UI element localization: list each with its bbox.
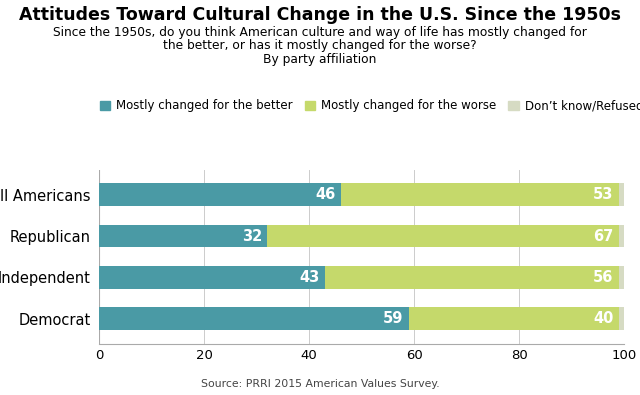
Bar — [99, 225, 267, 247]
Legend: Mostly changed for the better, Mostly changed for the worse, Don’t know/Refused: Mostly changed for the better, Mostly ch… — [100, 99, 640, 112]
Text: 46: 46 — [315, 187, 335, 202]
Text: 32: 32 — [242, 229, 262, 244]
Bar — [619, 225, 624, 247]
Text: Attitudes Toward Cultural Change in the U.S. Since the 1950s: Attitudes Toward Cultural Change in the … — [19, 6, 621, 24]
Text: 59: 59 — [383, 311, 404, 326]
Text: Since the 1950s, do you think American culture and way of life has mostly change: Since the 1950s, do you think American c… — [53, 26, 587, 39]
Text: Source: PRRI 2015 American Values Survey.: Source: PRRI 2015 American Values Survey… — [201, 379, 439, 389]
Bar — [99, 183, 340, 206]
Bar — [340, 183, 619, 206]
Bar — [325, 266, 619, 289]
Text: 67: 67 — [593, 229, 614, 244]
Text: 43: 43 — [300, 270, 319, 285]
Text: 56: 56 — [593, 270, 614, 285]
Bar — [99, 266, 325, 289]
Bar — [619, 266, 624, 289]
Text: 40: 40 — [593, 311, 614, 326]
Text: By party affiliation: By party affiliation — [263, 53, 377, 66]
Bar — [619, 307, 624, 330]
Bar — [267, 225, 619, 247]
Text: the better, or has it mostly changed for the worse?: the better, or has it mostly changed for… — [163, 40, 477, 53]
Bar — [619, 183, 624, 206]
Text: 53: 53 — [593, 187, 614, 202]
Bar — [409, 307, 619, 330]
Bar — [99, 307, 409, 330]
